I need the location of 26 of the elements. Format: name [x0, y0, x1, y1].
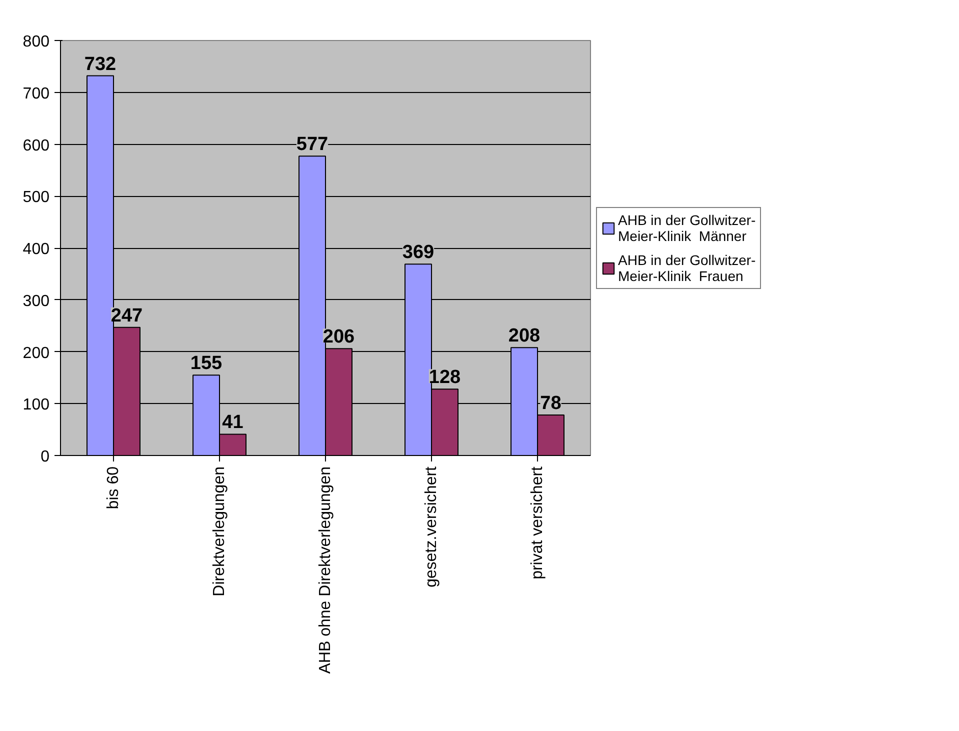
- data-label: 208: [508, 326, 540, 347]
- data-label: 369: [402, 242, 434, 264]
- data-label: 155: [190, 353, 223, 374]
- x-tick-label: bis 60: [105, 466, 122, 510]
- data-label: 78: [540, 393, 562, 414]
- x-tick-label: privat versichert: [529, 466, 546, 580]
- y-tick-label: 600: [22, 137, 50, 154]
- legend-label: AHB in der Gollwitzer-Meier-Klinik Frauen: [618, 252, 756, 284]
- y-tick-label: 100: [22, 396, 50, 414]
- x-tick-label: AHB ohne Direktverlegungen: [317, 466, 334, 674]
- data-label: 206: [322, 326, 355, 348]
- data-label: 577: [296, 134, 328, 156]
- legend-label: AHB in der Gollwitzer-Meier-Klinik Männer: [618, 212, 756, 244]
- data-label: 732: [84, 54, 116, 75]
- x-tick-label: Direktverlegungen: [211, 466, 228, 596]
- y-tick-label: 0: [40, 448, 50, 466]
- y-tick-label: 400: [22, 241, 50, 258]
- data-label: 247: [110, 305, 143, 326]
- data-label: 41: [222, 412, 244, 434]
- y-tick-label: 200: [22, 344, 50, 362]
- data-label: 128: [428, 367, 461, 388]
- y-tick-label: 500: [22, 189, 50, 206]
- x-tick-label: gesetz.versichert: [423, 466, 440, 588]
- y-tick-label: 800: [22, 34, 50, 50]
- y-tick-label: 700: [22, 85, 50, 102]
- y-tick-label: 300: [22, 292, 50, 310]
